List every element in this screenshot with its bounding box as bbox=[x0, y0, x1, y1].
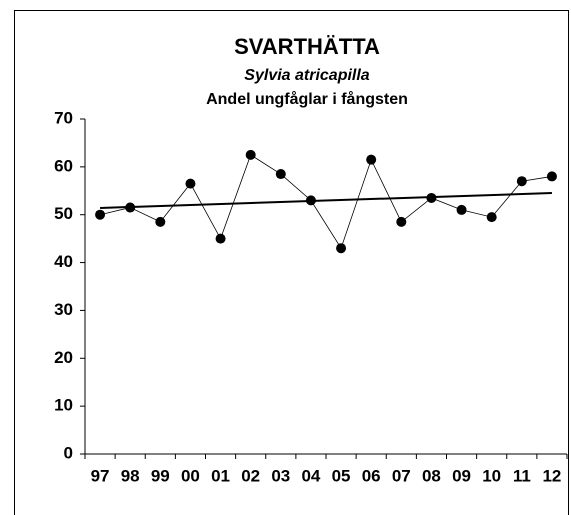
y-tick-label: 20 bbox=[54, 348, 73, 367]
data-point bbox=[125, 202, 136, 213]
data-point bbox=[396, 216, 407, 227]
x-tick-label: 99 bbox=[151, 466, 170, 485]
x-tick-label: 06 bbox=[362, 466, 381, 485]
y-tick-label: 10 bbox=[54, 396, 73, 415]
x-tick-label: 00 bbox=[181, 466, 200, 485]
data-line bbox=[99, 154, 553, 250]
x-tick-label: 10 bbox=[482, 466, 501, 485]
x-tick-label: 02 bbox=[241, 466, 260, 485]
x-tick-label: 12 bbox=[542, 466, 561, 485]
x-tick-label: 01 bbox=[211, 466, 230, 485]
y-tick-label: 40 bbox=[54, 252, 73, 271]
data-point bbox=[456, 204, 467, 215]
x-tick-label: 97 bbox=[91, 466, 110, 485]
data-point bbox=[185, 178, 196, 189]
x-tick-label: 08 bbox=[422, 466, 441, 485]
data-point bbox=[245, 149, 256, 160]
x-tick-label: 11 bbox=[513, 466, 531, 485]
chart-title: SVARTHÄTTA bbox=[234, 34, 380, 59]
data-point bbox=[305, 195, 316, 206]
data-point bbox=[516, 176, 527, 187]
data-point bbox=[336, 243, 347, 254]
x-tick-label: 03 bbox=[271, 466, 290, 485]
data-point bbox=[95, 209, 106, 220]
x-tick-label: 05 bbox=[332, 466, 351, 485]
y-tick-label: 0 bbox=[64, 443, 73, 462]
data-point bbox=[546, 171, 557, 182]
x-tick-label: 98 bbox=[121, 466, 140, 485]
data-point bbox=[426, 192, 437, 203]
data-point bbox=[155, 216, 166, 227]
chart-subtitle: Andel ungfåglar i fångsten bbox=[206, 90, 408, 108]
y-tick-label: 50 bbox=[54, 204, 73, 223]
trend-line bbox=[100, 192, 552, 209]
data-point bbox=[215, 233, 226, 244]
chart-subtitle: Sylvia atricapilla bbox=[244, 67, 370, 84]
x-tick-label: 04 bbox=[301, 466, 320, 485]
y-tick-label: 60 bbox=[54, 156, 73, 175]
data-point bbox=[275, 169, 286, 180]
data-point bbox=[486, 212, 497, 223]
y-tick-label: 70 bbox=[54, 108, 73, 127]
y-tick-label: 30 bbox=[54, 300, 73, 319]
data-point bbox=[366, 154, 377, 165]
x-tick-label: 09 bbox=[452, 466, 471, 485]
x-tick-label: 07 bbox=[392, 466, 411, 485]
chart-frame bbox=[14, 10, 569, 515]
